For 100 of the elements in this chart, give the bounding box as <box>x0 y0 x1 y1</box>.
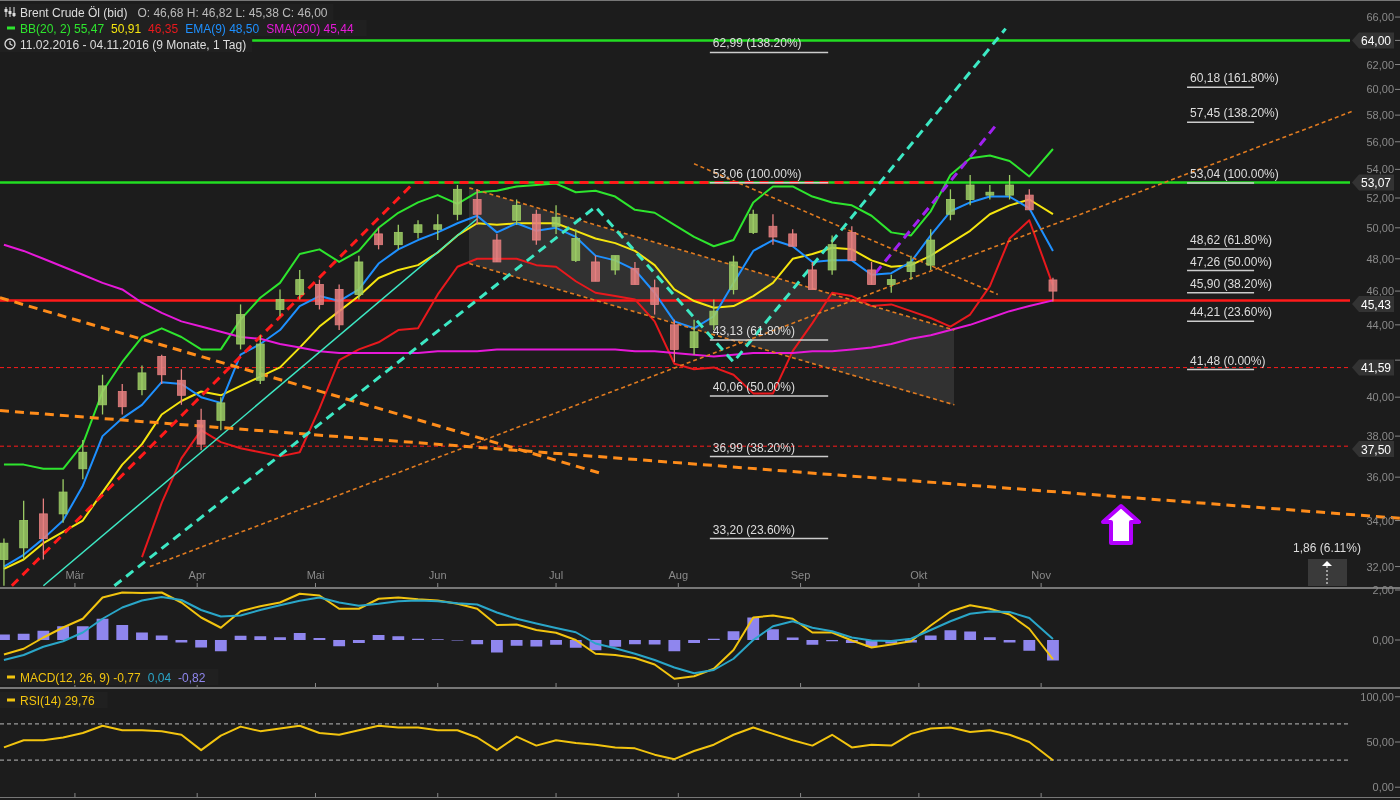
bar <box>490 640 503 653</box>
bar <box>155 635 168 640</box>
legend-label: BB(20, 2) 55,47 <box>20 21 105 36</box>
x-tick-label: Jul <box>549 569 564 581</box>
candlestick <box>867 261 876 286</box>
series-label: 53,06 (100.00%) <box>712 166 802 181</box>
bar <box>530 640 543 647</box>
y-tick-label: 0,00 <box>1372 634 1394 646</box>
bar <box>254 636 267 640</box>
ref-line-label: 37,50 <box>1360 442 1392 457</box>
series-label: 57,45 (138.20%) <box>1190 106 1279 121</box>
bar <box>214 640 227 652</box>
y-tick-label: 50,00 <box>1366 736 1394 748</box>
annotation: 1,86 (6.11%) <box>1293 541 1361 555</box>
candlestick <box>492 233 502 263</box>
candlestick <box>295 269 305 301</box>
ref-line-label: 53,07 <box>1360 176 1392 191</box>
y-tick-label: 56,00 <box>1366 135 1394 148</box>
candlestick <box>748 209 758 235</box>
bar <box>274 637 286 640</box>
ref-line-label: 45,43 <box>1360 297 1392 312</box>
bar <box>116 625 129 640</box>
bar <box>609 640 622 647</box>
bar <box>175 640 188 643</box>
candlestick <box>98 374 107 416</box>
x-tick-label: Nov <box>1031 569 1052 581</box>
bar <box>392 636 405 640</box>
y-tick-label: 100,00 <box>1360 690 1394 703</box>
candlestick <box>689 319 699 356</box>
bar <box>372 635 385 640</box>
series-label: 53,04 (100.00%) <box>1190 167 1279 181</box>
candlestick <box>630 261 640 286</box>
candlestick <box>78 439 88 480</box>
bar <box>727 631 740 640</box>
bar <box>195 640 208 648</box>
candlestick <box>472 188 482 226</box>
series-label: 41,48 (0.00%) <box>1190 353 1266 368</box>
x-tick-label: Mär <box>65 569 85 581</box>
candlestick <box>117 383 127 416</box>
candlestick <box>512 198 521 226</box>
y-tick-label: 60,00 <box>1366 83 1394 96</box>
series-label: 47,26 (50.00%) <box>1190 254 1273 269</box>
candlestick <box>177 368 186 406</box>
series-label: 60,18 (161.80%) <box>1190 71 1279 86</box>
y-tick-label: 52,00 <box>1366 192 1394 205</box>
x-tick-label: Mai <box>306 569 325 581</box>
bar <box>293 633 306 640</box>
text: 0,04 <box>147 670 172 685</box>
text: SMA(200) 45,44 <box>266 21 354 36</box>
bar <box>648 640 661 645</box>
candlestick <box>610 254 620 276</box>
x-tick-label: Aug <box>668 569 689 581</box>
candlestick <box>965 174 975 207</box>
bar <box>688 640 700 643</box>
bar <box>944 630 957 640</box>
y-tick-label: 58,00 <box>1366 109 1394 122</box>
candlestick <box>650 278 659 316</box>
y-tick-label: 66,00 <box>1366 11 1394 24</box>
candlestick <box>433 213 443 241</box>
bar <box>1003 640 1016 643</box>
candlestick <box>571 228 581 263</box>
line-series <box>2 724 1054 762</box>
bar <box>1023 640 1036 651</box>
bar <box>806 640 819 645</box>
candlestick <box>1024 188 1034 211</box>
text: 50,91 <box>111 21 142 36</box>
candlestick <box>551 204 561 235</box>
bar <box>629 640 641 645</box>
candlestick <box>906 254 916 281</box>
candlestick <box>985 184 995 201</box>
bar <box>983 637 996 640</box>
x-tick-label: Jun <box>428 569 447 581</box>
candlestick <box>768 213 778 246</box>
legend-label: RSI(14) 29,76 <box>20 693 96 708</box>
bar <box>1047 640 1059 661</box>
bar <box>136 632 148 640</box>
bar <box>471 640 484 645</box>
y-tick-label: 34,00 <box>1366 514 1394 527</box>
ref-line-label: 41,59 <box>1360 361 1392 376</box>
x-tick-label: Okt <box>910 569 928 581</box>
candlestick <box>946 188 955 221</box>
y-tick-label: 32,00 <box>1366 560 1394 573</box>
candlestick <box>196 408 206 451</box>
text: 46,35 <box>148 21 179 36</box>
bar <box>352 640 365 643</box>
candlestick <box>0 537 9 587</box>
series-label: 44,21 (23.60%) <box>1190 305 1273 320</box>
y-tick-label: 54,00 <box>1366 163 1394 176</box>
candlestick <box>413 219 423 240</box>
ref-line-label: 64,00 <box>1360 33 1392 48</box>
y-tick-label: 38,00 <box>1366 430 1394 443</box>
text: O: 46,68 H: 46,82 L: 45,38 C: 46,00 <box>137 5 328 20</box>
candlestick <box>275 288 285 317</box>
candlestick <box>58 478 68 524</box>
series-label: 45,90 (38.20%) <box>1190 276 1273 291</box>
y-tick-label: 40,00 <box>1366 391 1394 404</box>
bar <box>668 640 681 652</box>
text: Brent Crude Öl (bid) <box>20 5 128 20</box>
bar <box>333 640 346 647</box>
x-tick-label: Sep <box>790 569 811 581</box>
